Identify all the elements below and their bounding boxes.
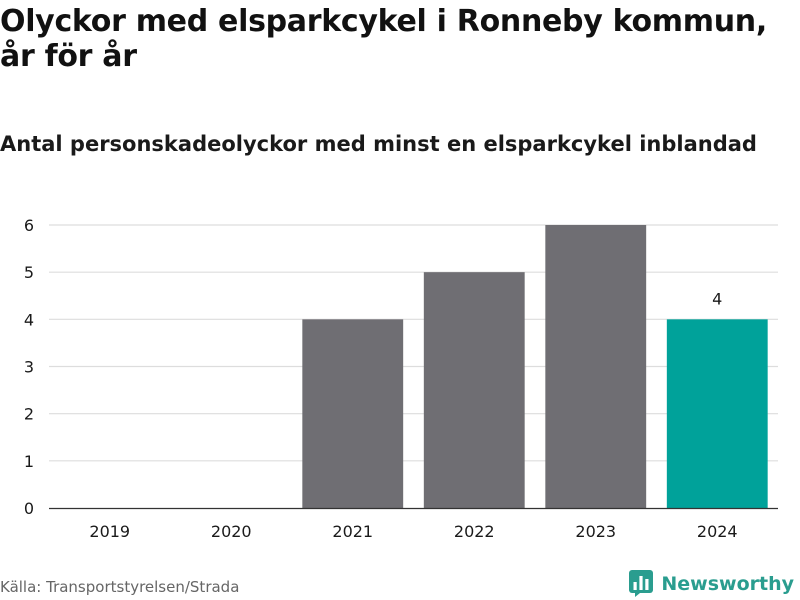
source-note: Källa: Transportstyrelsen/Strada — [0, 578, 240, 596]
y-tick-label: 3 — [24, 358, 34, 377]
y-axis-tick-labels: 0 1 2 3 4 5 6 — [24, 216, 34, 518]
y-tick-label: 1 — [24, 452, 34, 471]
x-tick-label: 2024 — [697, 522, 738, 541]
y-tick-label: 0 — [24, 499, 34, 518]
y-tick-label: 4 — [24, 310, 34, 329]
x-tick-label: 2020 — [211, 522, 252, 541]
bar-chart-logo-icon — [629, 570, 654, 597]
gridlines — [49, 224, 778, 462]
bar-2024 — [666, 319, 768, 508]
x-tick-label: 2023 — [575, 522, 616, 541]
bars — [302, 225, 768, 508]
bar-2023 — [545, 225, 647, 508]
chart-title: Olyckor med elsparkcykel i Ronneby kommu… — [0, 4, 767, 74]
data-label: 4 — [712, 289, 722, 308]
x-axis-tick-labels: 2019 2020 2021 2022 2023 2024 — [89, 522, 737, 541]
y-tick-label: 5 — [24, 263, 34, 282]
brand-logo: Newsworthy — [629, 570, 794, 597]
brand-name: Newsworthy — [661, 572, 794, 595]
bar-2021 — [302, 319, 404, 508]
y-tick-label: 6 — [24, 216, 34, 235]
x-tick-label: 2019 — [89, 522, 130, 541]
data-labels: 4 — [712, 289, 722, 308]
y-tick-label: 2 — [24, 405, 34, 424]
x-tick-label: 2022 — [454, 522, 495, 541]
x-tick-label: 2021 — [332, 522, 373, 541]
chart-subtitle: Antal personskadeolyckor med minst en el… — [0, 132, 757, 156]
bar-2022 — [423, 272, 525, 508]
